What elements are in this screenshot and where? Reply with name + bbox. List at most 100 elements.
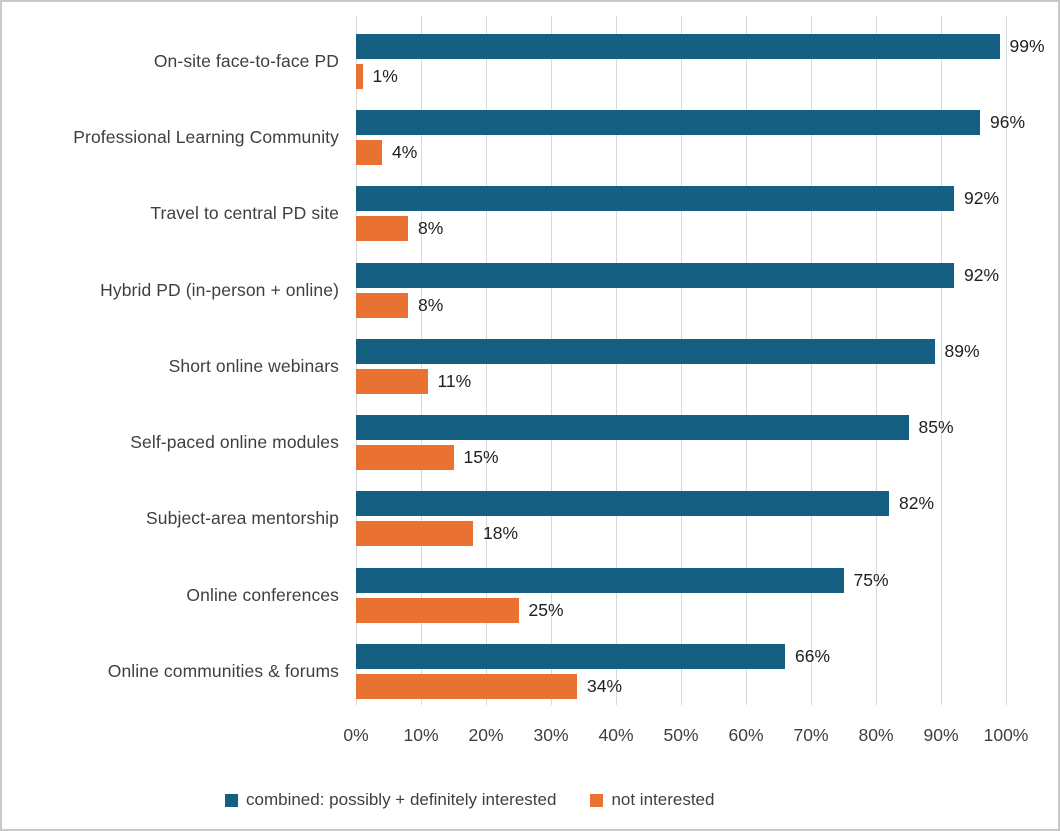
x-tick-label: 40% <box>598 725 634 745</box>
data-label: 8% <box>418 218 444 239</box>
category-label: Online conferences <box>186 584 339 605</box>
bar-line: 89% <box>356 338 1006 364</box>
data-label: 15% <box>463 447 499 468</box>
bar-group: 75% 25% <box>356 567 1006 623</box>
x-tick-label: 30% <box>533 725 569 745</box>
bar-line: 66% <box>356 644 1006 670</box>
bar-group: 89% 11% <box>356 338 1006 394</box>
data-label: 92% <box>964 264 1000 285</box>
bar-line: 34% <box>356 674 1006 700</box>
gridline <box>941 16 942 705</box>
bar-group: 82% 18% <box>356 491 1006 547</box>
bar-group: 85% 15% <box>356 415 1006 471</box>
category-row: On-site face-to-face PD 99% 1% <box>2 23 1058 99</box>
data-label: 92% <box>964 188 1000 209</box>
bar-line: 25% <box>356 597 1006 623</box>
chart-rows: On-site face-to-face PD 99% 1% Professional… <box>2 23 1058 710</box>
data-label: 96% <box>990 111 1026 132</box>
data-label: 82% <box>899 493 935 514</box>
category-row: Travel to central PD site 92% 8% <box>2 176 1058 252</box>
x-tick-label: 60% <box>728 725 764 745</box>
bar-line: 75% <box>356 567 1006 593</box>
bar-combined-interested <box>356 338 935 364</box>
bar-combined-interested <box>356 491 889 517</box>
bar-combined-interested <box>356 644 785 670</box>
bar-not-interested <box>356 445 454 471</box>
bar-line: 11% <box>356 368 1006 394</box>
bar-not-interested <box>356 674 577 700</box>
bar-not-interested <box>356 521 473 547</box>
bar-not-interested <box>356 139 382 165</box>
legend-item-not-interested: not interested <box>590 790 714 810</box>
category-label: Online communities & forums <box>107 661 339 682</box>
bar-line: 82% <box>356 491 1006 517</box>
bar-line: 1% <box>356 63 1006 89</box>
bar-combined-interested <box>356 567 844 593</box>
bar-combined-interested <box>356 33 1000 59</box>
data-label: 99% <box>1009 35 1045 56</box>
bar-combined-interested <box>356 262 954 288</box>
category-row: Online communities & forums 66% 34% <box>2 633 1058 709</box>
bar-line: 99% <box>356 33 1045 59</box>
bar-line: 8% <box>356 292 1006 318</box>
category-label: Self-paced online modules <box>130 432 339 453</box>
data-label: 11% <box>437 370 472 391</box>
bar-group: 92% 8% <box>356 262 1006 318</box>
category-row: Online conferences 75% 25% <box>2 557 1058 633</box>
legend-label: combined: possibly + definitely interest… <box>246 790 557 809</box>
legend-swatch-icon <box>225 793 238 807</box>
bar-line: 8% <box>356 216 1006 242</box>
bar-line: 92% <box>356 262 1006 288</box>
category-label: Subject-area mentorship <box>146 508 339 529</box>
bar-group: 96% 4% <box>356 109 1025 165</box>
bar-group: 92% 8% <box>356 186 1006 242</box>
category-label: On-site face-to-face PD <box>153 50 339 71</box>
bar-combined-interested <box>356 415 909 441</box>
gridline <box>1006 16 1007 705</box>
category-label: Professional Learning Community <box>73 126 339 147</box>
x-tick-label: 100% <box>983 725 1029 745</box>
data-label: 18% <box>483 523 519 544</box>
x-tick-label: 10% <box>403 725 439 745</box>
data-label: 34% <box>587 676 623 697</box>
data-label: 85% <box>918 417 954 438</box>
bar-line: 92% <box>356 186 1006 212</box>
bar-line: 15% <box>356 445 1006 471</box>
category-row: Short online webinars 89% 11% <box>2 328 1058 404</box>
bar-line: 18% <box>356 521 1006 547</box>
bar-group: 99% 1% <box>356 33 1045 89</box>
x-tick-label: 70% <box>793 725 829 745</box>
bar-not-interested <box>356 368 428 394</box>
bar-not-interested <box>356 216 408 242</box>
x-tick-label: 90% <box>923 725 959 745</box>
x-tick-label: 50% <box>663 725 699 745</box>
x-tick-label: 0% <box>343 725 369 745</box>
legend-label: not interested <box>611 790 715 809</box>
category-row: Professional Learning Community 96% 4% <box>2 99 1058 175</box>
data-label: 89% <box>944 340 980 361</box>
bar-combined-interested <box>356 186 954 212</box>
legend-swatch-icon <box>590 793 604 807</box>
bar-line: 85% <box>356 415 1006 441</box>
category-row: Subject-area mentorship 82% 18% <box>2 481 1058 557</box>
bar-group: 66% 34% <box>356 644 1006 700</box>
data-label: 4% <box>392 141 418 162</box>
category-label: Hybrid PD (in-person + online) <box>100 279 339 300</box>
x-axis: 0% 10% 20% 30% 40% 50% 60% 70% 80% 90% 100% <box>343 725 1028 749</box>
bar-not-interested <box>356 597 519 623</box>
x-tick-label: 80% <box>858 725 894 745</box>
category-row: Self-paced online modules 85% 15% <box>2 404 1058 480</box>
bar-line: 96% <box>356 109 1025 135</box>
bar-not-interested <box>356 63 363 89</box>
category-label: Short online webinars <box>168 355 339 376</box>
data-label: 1% <box>372 65 398 86</box>
legend-item-combined-interested: combined: possibly + definitely interest… <box>225 790 556 810</box>
data-label: 8% <box>418 294 444 315</box>
category-label: Travel to central PD site <box>150 203 339 224</box>
x-tick-label: 20% <box>468 725 504 745</box>
bar-line: 4% <box>356 139 1006 165</box>
bar-combined-interested <box>356 109 980 135</box>
category-row: Hybrid PD (in-person + online) 92% 8% <box>2 252 1058 328</box>
bar-not-interested <box>356 292 408 318</box>
